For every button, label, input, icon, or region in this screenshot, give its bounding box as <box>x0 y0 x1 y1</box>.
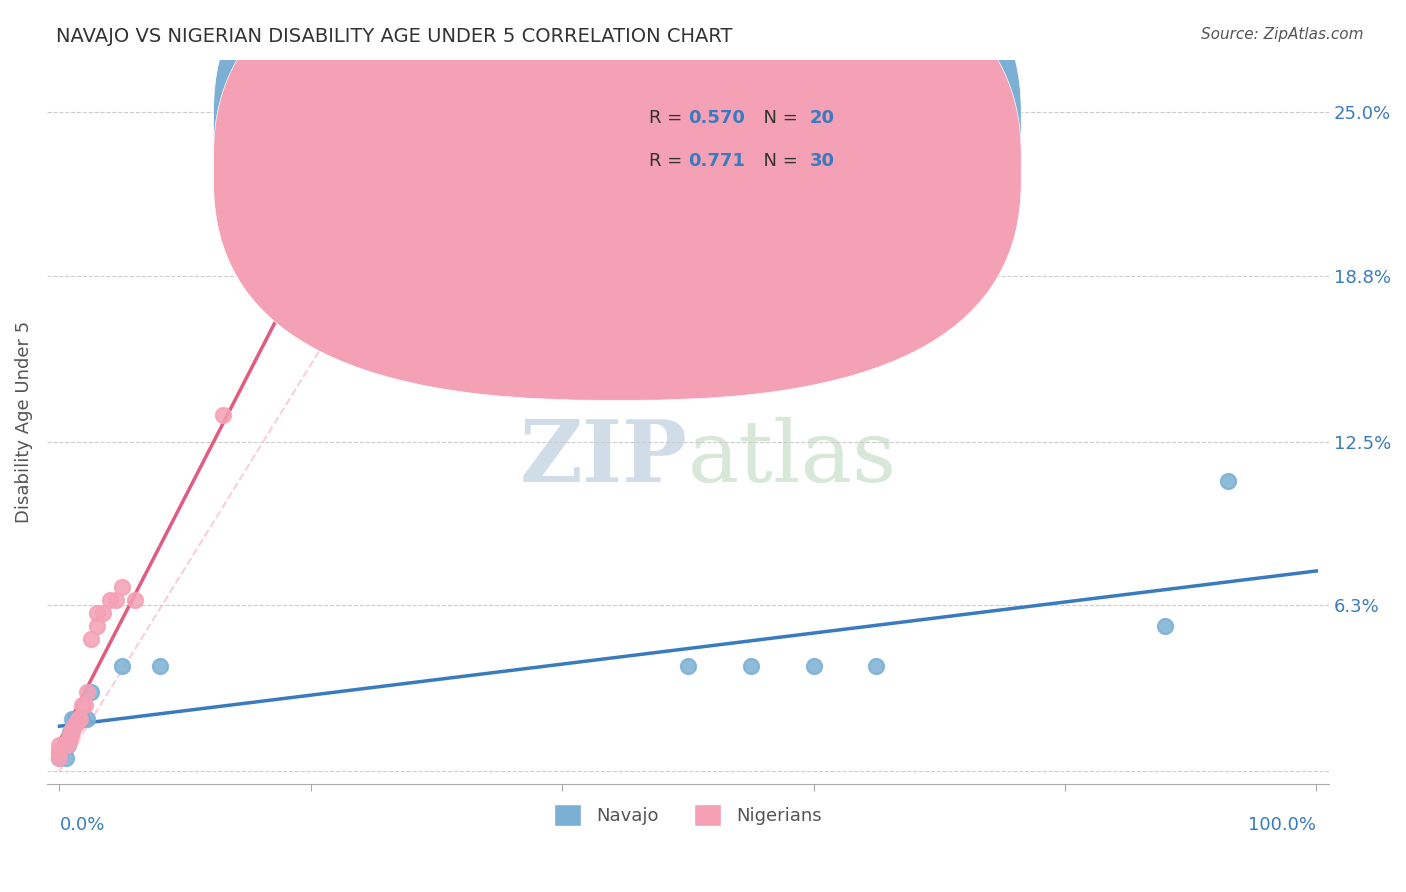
Text: R =: R = <box>650 152 689 170</box>
Point <box>740 658 762 673</box>
Point <box>111 580 134 594</box>
Text: 100.0%: 100.0% <box>1249 816 1316 834</box>
Point <box>93 606 115 620</box>
Point <box>70 712 93 726</box>
Point <box>67 712 90 726</box>
Point <box>59 727 82 741</box>
Text: 0.771: 0.771 <box>688 152 745 170</box>
Text: Source: ZipAtlas.com: Source: ZipAtlas.com <box>1201 27 1364 42</box>
Point <box>48 746 70 760</box>
Point <box>60 712 83 726</box>
Text: N =: N = <box>752 152 803 170</box>
Point <box>48 738 70 752</box>
Point <box>676 658 699 673</box>
Point <box>69 712 91 726</box>
Y-axis label: Disability Age Under 5: Disability Age Under 5 <box>15 321 32 523</box>
Text: 30: 30 <box>810 152 835 170</box>
FancyBboxPatch shape <box>214 0 1021 357</box>
Text: NAVAJO VS NIGERIAN DISABILITY AGE UNDER 5 CORRELATION CHART: NAVAJO VS NIGERIAN DISABILITY AGE UNDER … <box>56 27 733 45</box>
Point <box>70 698 93 713</box>
Point <box>55 751 77 765</box>
Point <box>48 751 70 765</box>
Point <box>66 712 89 726</box>
Text: 0.570: 0.570 <box>688 109 745 127</box>
Point <box>73 698 96 713</box>
Point <box>48 743 70 757</box>
Point <box>76 685 98 699</box>
Point <box>69 712 91 726</box>
Text: 20: 20 <box>810 109 835 127</box>
Point <box>58 732 80 747</box>
Legend: Navajo, Nigerians: Navajo, Nigerians <box>547 797 828 833</box>
Point <box>325 185 347 199</box>
Point <box>48 751 70 765</box>
Point <box>58 732 80 747</box>
Point <box>80 632 103 647</box>
Point <box>56 738 79 752</box>
Point <box>76 712 98 726</box>
Point <box>98 593 121 607</box>
Text: ZIP: ZIP <box>520 417 688 500</box>
Point <box>149 658 172 673</box>
Point <box>65 716 87 731</box>
Point <box>105 593 128 607</box>
Point <box>63 712 86 726</box>
Point <box>211 409 233 423</box>
Point <box>86 606 108 620</box>
Point <box>299 303 322 318</box>
Point <box>58 727 80 741</box>
Point <box>56 738 79 752</box>
Point <box>58 724 80 739</box>
Point <box>111 658 134 673</box>
FancyBboxPatch shape <box>572 88 905 204</box>
Text: R =: R = <box>650 109 689 127</box>
Point <box>1154 619 1177 633</box>
Point <box>60 722 83 736</box>
Text: 0.0%: 0.0% <box>59 816 105 834</box>
Point <box>865 658 887 673</box>
Point <box>60 724 83 739</box>
Point <box>86 619 108 633</box>
Point <box>803 658 825 673</box>
Point <box>58 738 80 752</box>
Point <box>55 738 77 752</box>
Point <box>80 685 103 699</box>
Text: N =: N = <box>752 109 803 127</box>
Text: atlas: atlas <box>688 417 897 500</box>
FancyBboxPatch shape <box>214 0 1021 401</box>
Point <box>63 716 86 731</box>
Point <box>124 593 146 607</box>
Point <box>1218 475 1240 489</box>
